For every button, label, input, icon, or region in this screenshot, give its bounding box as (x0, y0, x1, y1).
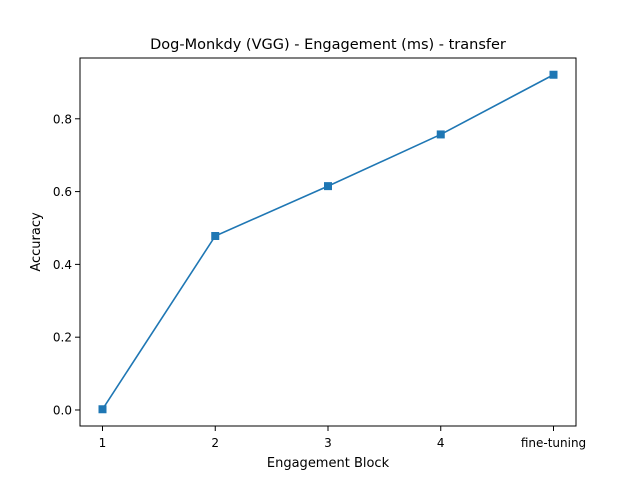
data-point-marker (211, 231, 220, 240)
x-tick-label: 3 (324, 436, 332, 450)
y-tick-label: 0.6 (53, 185, 72, 199)
y-tick-label: 0.2 (53, 331, 72, 345)
y-axis-label: Accuracy (29, 212, 44, 272)
data-point-marker (324, 182, 332, 191)
series-layer (98, 70, 558, 414)
y-tick-label: 0.4 (53, 258, 72, 272)
y-tick-label: 0.8 (53, 112, 72, 126)
x-tick-label: 4 (437, 436, 445, 450)
data-point-marker (98, 405, 107, 414)
x-axis-ticks: 1 2 3 4 fine-tuning (99, 426, 586, 450)
y-axis-ticks: 0.0 0.2 0.4 0.6 0.8 (53, 112, 80, 417)
data-point-marker (436, 130, 445, 139)
x-tick-label: 2 (211, 436, 219, 450)
plot-frame (79, 57, 577, 427)
chart-title: Dog-Monkdy (VGG) - Engagement (ms) - tra… (150, 37, 506, 53)
data-point-marker (549, 70, 558, 79)
x-tick-label: 1 (99, 436, 107, 450)
x-tick-label: fine-tuning (521, 436, 586, 450)
x-axis-label: Engagement Block (267, 456, 390, 471)
y-tick-label: 0.0 (53, 403, 72, 417)
